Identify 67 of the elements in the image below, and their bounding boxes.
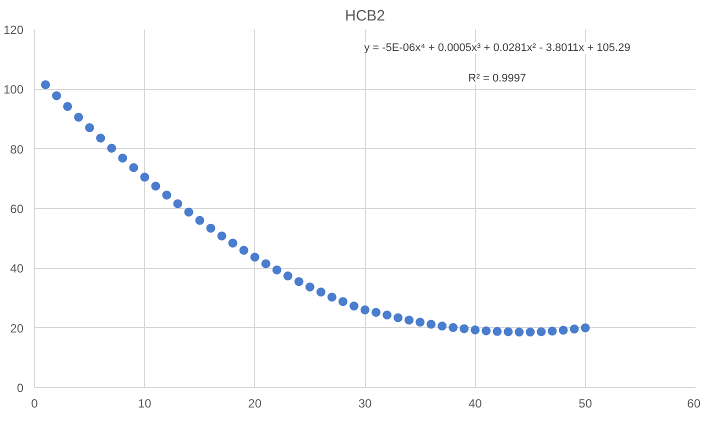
- point: [250, 252, 260, 262]
- annotation: y = -5E-06x⁴ + 0.0005x³ + 0.0281x² - 3.8011x + 105.29: [364, 42, 630, 54]
- y-tick-label: 100: [3, 82, 24, 97]
- point: [283, 271, 292, 280]
- x-tick-label: 20: [248, 396, 262, 410]
- point: [184, 208, 194, 217]
- point: [426, 320, 436, 329]
- point: [52, 91, 62, 100]
- point: [492, 326, 502, 336]
- point: [151, 182, 160, 191]
- point: [349, 302, 358, 311]
- point: [338, 297, 348, 306]
- point: [96, 134, 106, 143]
- point: [74, 112, 84, 122]
- point: [195, 216, 204, 225]
- point: [394, 313, 403, 322]
- point: [514, 328, 524, 336]
- point: [118, 154, 128, 163]
- point: [228, 238, 238, 248]
- point: [482, 326, 491, 336]
- x-tick-label: 10: [138, 396, 152, 410]
- point: [460, 324, 469, 334]
- point: [504, 327, 513, 336]
- point: [404, 316, 414, 325]
- point: [570, 324, 579, 334]
- point: [438, 322, 447, 331]
- y-tick-label: 60: [10, 202, 24, 216]
- x-tick-label: 50: [578, 396, 592, 410]
- point: [63, 102, 72, 111]
- x-tick-label: 40: [468, 396, 482, 410]
- x-tick-label: 60: [687, 396, 701, 410]
- point: [305, 282, 314, 292]
- point: [416, 318, 425, 327]
- y-tick-label: 120: [3, 23, 24, 37]
- point: [261, 259, 270, 268]
- point: [316, 288, 326, 297]
- point: [548, 326, 557, 336]
- y-tick-label: 0: [16, 381, 24, 395]
- y-tick-label: 20: [10, 321, 24, 336]
- chart-title: HCB2: [344, 8, 386, 24]
- point: [162, 190, 172, 200]
- point: [217, 231, 226, 240]
- point: [140, 172, 150, 182]
- point: [41, 80, 50, 90]
- point: [173, 199, 182, 208]
- point: [107, 144, 116, 153]
- point: [129, 163, 138, 172]
- point: [448, 323, 458, 332]
- point: [239, 246, 248, 255]
- y-tick-label: 80: [10, 142, 24, 156]
- point: [558, 326, 568, 335]
- point: [294, 277, 304, 286]
- annotation: R² = 0.9997: [468, 72, 526, 84]
- y-tick-label: 40: [10, 262, 24, 276]
- x-tick-label: 0: [31, 396, 38, 410]
- point: [360, 305, 370, 314]
- point: [526, 328, 535, 336]
- point: [372, 308, 381, 317]
- x-tick-label: 30: [358, 396, 372, 410]
- point: [536, 327, 546, 336]
- point: [580, 323, 590, 332]
- point: [382, 310, 392, 320]
- point: [272, 265, 282, 274]
- point: [470, 325, 480, 334]
- point: [206, 224, 216, 233]
- point: [327, 292, 336, 302]
- point: [85, 123, 94, 132]
